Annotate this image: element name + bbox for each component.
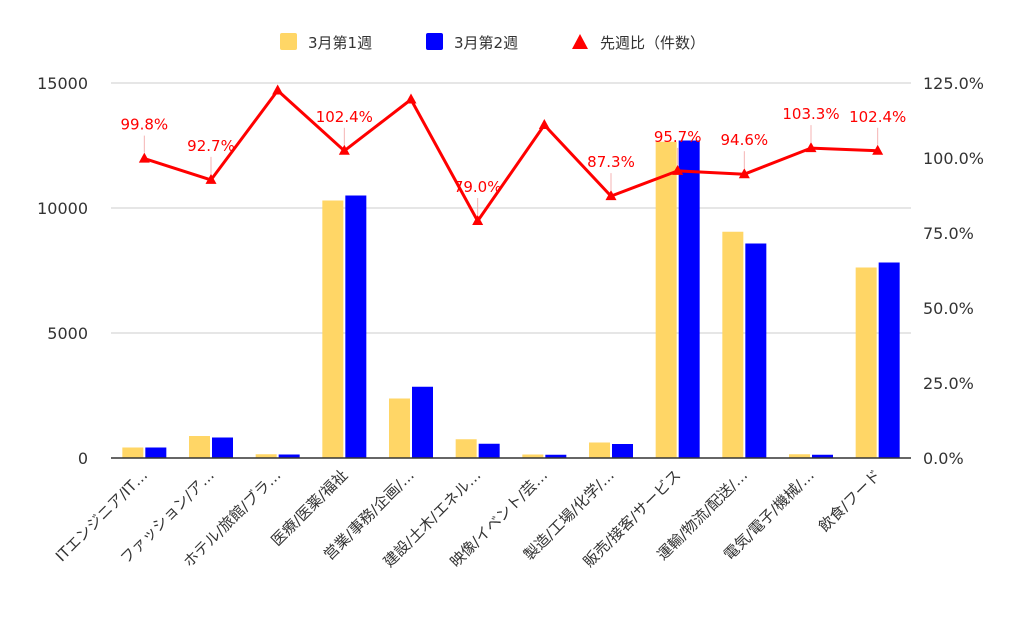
category-tick-label: 飲食/フード — [815, 466, 884, 535]
bar-week2 — [745, 243, 767, 458]
legend-swatch — [280, 33, 297, 50]
ratio-data-label: 87.3% — [587, 153, 635, 171]
right-axis-tick-label: 25.0% — [923, 374, 974, 393]
bar-week2 — [212, 437, 233, 458]
bar-week1 — [589, 442, 610, 458]
bar-week2 — [478, 443, 500, 458]
left-axis-tick-label: 0 — [78, 449, 88, 468]
bar-week2 — [545, 454, 567, 458]
chart-legend: 3月第1週 3月第2週 先週比（件数） — [280, 33, 705, 52]
bar-week2 — [678, 140, 700, 458]
ratio-marker — [538, 119, 550, 129]
legend-label: 3月第1週 — [308, 34, 372, 52]
bar-week2 — [612, 444, 633, 458]
ratio-marker — [605, 190, 617, 201]
right-axis-tick-label: 75.0% — [923, 224, 974, 243]
ratio-marker — [205, 173, 217, 184]
ratio-data-label: 102.4% — [316, 108, 373, 126]
left-axis-tick-label: 5000 — [47, 324, 88, 343]
ratio-data-label: 92.7% — [187, 137, 235, 155]
bar-week1 — [455, 439, 477, 458]
ratio-marker — [272, 84, 284, 95]
gridlines — [111, 82, 911, 334]
bar-week1 — [389, 398, 410, 458]
ratio-data-label: 94.6% — [721, 131, 769, 149]
ratio-data-label: 95.7% — [654, 128, 702, 146]
right-axis-tick-label: 50.0% — [923, 299, 974, 318]
right-axis-tick-label: 0.0% — [923, 449, 964, 468]
ratio-marker — [672, 164, 684, 175]
bar-week2 — [878, 262, 900, 458]
ratio-data-label: 99.8% — [121, 116, 169, 134]
legend-triangle-icon — [572, 34, 588, 49]
bar-week1 — [722, 231, 744, 458]
bar-week1 — [122, 447, 144, 458]
bar-week2 — [278, 454, 300, 458]
ratio-data-label: 102.4% — [849, 108, 906, 126]
ratio-line — [143, 89, 878, 223]
ratio-marker — [472, 215, 484, 225]
left-axis-tick-label: 15000 — [37, 74, 88, 93]
data-labels: 99.8% 92.7% 102.4% 79.0% 87.3% 95.7% 94.6% 103.… — [121, 105, 906, 215]
bar-week2 — [345, 195, 367, 458]
ratio-data-label: 103.3% — [782, 105, 839, 123]
bar-week1 — [255, 454, 277, 458]
legend-label: 先週比（件数） — [600, 34, 705, 52]
bar-week2 — [412, 386, 433, 458]
ratio-data-label: 79.0% — [454, 178, 502, 196]
legend-swatch — [426, 33, 443, 50]
ratio-marker — [338, 144, 350, 155]
ratio-marker — [405, 93, 417, 104]
bar-week1 — [789, 454, 810, 458]
right-axis-tick-label: 100.0% — [923, 149, 984, 168]
bar-week1 — [855, 267, 877, 458]
legend-label: 3月第2週 — [454, 34, 518, 52]
bar-week1 — [655, 141, 677, 458]
bar-week1 — [322, 200, 344, 458]
ratio-marker — [872, 144, 884, 155]
bar-series-group — [122, 140, 900, 458]
ratio-marker — [738, 168, 750, 179]
ratio-marker — [138, 152, 150, 163]
bar-week1 — [522, 454, 544, 458]
bar-week2 — [145, 447, 167, 458]
bar-week1 — [189, 436, 210, 458]
bar-week2 — [812, 454, 833, 458]
left-axis-tick-label: 10000 — [37, 199, 88, 218]
ratio-marker — [805, 142, 817, 153]
right-axis-tick-label: 125.0% — [923, 74, 984, 93]
ratio-line-series — [138, 84, 884, 225]
